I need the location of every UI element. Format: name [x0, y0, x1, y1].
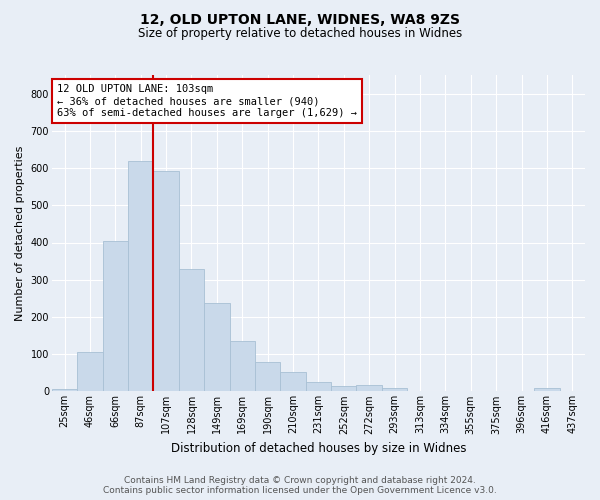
Text: 12 OLD UPTON LANE: 103sqm
← 36% of detached houses are smaller (940)
63% of semi: 12 OLD UPTON LANE: 103sqm ← 36% of detac…: [57, 84, 357, 117]
Bar: [52, 389, 77, 392]
Text: Contains HM Land Registry data © Crown copyright and database right 2024.: Contains HM Land Registry data © Crown c…: [124, 476, 476, 485]
Bar: [103, 242, 128, 392]
Bar: [382, 388, 407, 392]
Bar: [356, 384, 382, 392]
Bar: [128, 162, 154, 392]
Bar: [77, 352, 103, 392]
Text: Size of property relative to detached houses in Widnes: Size of property relative to detached ho…: [138, 28, 462, 40]
Bar: [280, 372, 306, 392]
Bar: [331, 386, 356, 392]
Bar: [534, 388, 560, 392]
Bar: [179, 268, 204, 392]
Bar: [230, 341, 255, 392]
Y-axis label: Number of detached properties: Number of detached properties: [15, 146, 25, 321]
Bar: [306, 382, 331, 392]
X-axis label: Distribution of detached houses by size in Widnes: Distribution of detached houses by size …: [170, 442, 466, 455]
Text: Contains public sector information licensed under the Open Government Licence v3: Contains public sector information licen…: [103, 486, 497, 495]
Bar: [204, 303, 230, 392]
Text: 12, OLD UPTON LANE, WIDNES, WA8 9ZS: 12, OLD UPTON LANE, WIDNES, WA8 9ZS: [140, 12, 460, 26]
Bar: [255, 362, 280, 392]
Bar: [154, 172, 179, 392]
